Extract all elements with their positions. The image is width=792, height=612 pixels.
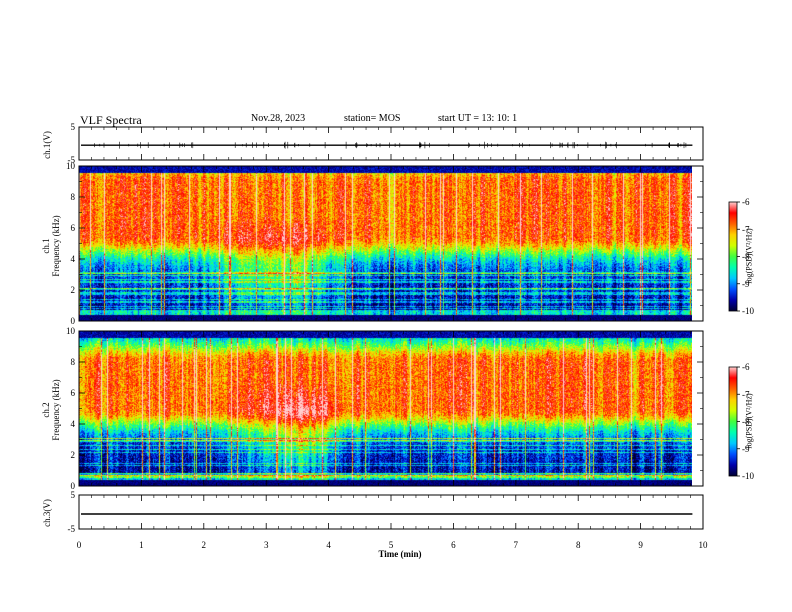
ch1-waveform-ylabel: ch.1(V) xyxy=(42,131,52,159)
x-tick-label: 6 xyxy=(451,540,456,550)
x-tick-label: 4 xyxy=(326,540,331,550)
x-tick-label: 8 xyxy=(576,540,581,550)
ch2-spectrogram-colorbar xyxy=(728,366,738,477)
ch2-spectrogram-colorbar-tick-label: -8 xyxy=(742,417,750,427)
station-label: station= MOS xyxy=(344,113,401,124)
ch1-colorbar-label: log(PSD)(V²/Hz) xyxy=(744,228,754,284)
ch2-spectrogram-image xyxy=(79,331,692,486)
ch1-spectrogram-ytick-label: 10 xyxy=(66,161,76,171)
ch2-spectrogram-ytick-label: 4 xyxy=(71,419,76,429)
ch1-spectrogram-ytick-label: 6 xyxy=(71,223,76,233)
ch2-spectrogram-ytick-label: 8 xyxy=(71,357,76,367)
ch1-spectrogram-image xyxy=(79,166,692,321)
x-tick-label: 2 xyxy=(202,540,207,550)
ch2-spectrogram-ylabel: ch.2 Frequency (kHz) xyxy=(41,379,61,440)
ch1-spectrogram-ytick-label: 0 xyxy=(71,316,76,326)
ch1-spectrogram-colorbar-tick-label: -9 xyxy=(742,279,750,289)
ch1-spectrogram-ylabel: ch.1 Frequency (kHz) xyxy=(41,215,61,276)
ch1-spectrogram-colorbar-tick-label: -7 xyxy=(742,224,750,234)
x-tick-label: 7 xyxy=(514,540,519,550)
figure-title: VLF Spectra xyxy=(80,113,142,127)
ch2-spectrogram-ytick-label: 0 xyxy=(71,481,76,491)
figure-date: Nov.28, 2023 xyxy=(251,113,306,124)
ch2-spectrogram-ytick-label: 2 xyxy=(71,450,76,460)
x-tick-label: 1 xyxy=(139,540,144,550)
ch2-spectrogram-ytick-label: 6 xyxy=(71,388,76,398)
ch2-spectrogram-colorbar-tick-label: -10 xyxy=(742,471,754,481)
ch1-channel-label: ch.1 xyxy=(41,238,51,254)
x-tick-label: 5 xyxy=(389,540,394,550)
x-tick-label: 10 xyxy=(699,540,709,550)
ch3-waveform-ytick-label: -5 xyxy=(68,524,76,534)
ch2-spectrogram-ytick-label: 10 xyxy=(66,326,76,336)
ch2-spectrogram-colorbar-tick-label: -6 xyxy=(742,362,750,372)
ch2-colorbar-label: log(PSD)(V²/Hz) xyxy=(744,393,754,449)
ch1-spectrogram-colorbar-tick-label: -8 xyxy=(742,252,750,262)
ch2-spectrogram-colorbar-tick-label: -9 xyxy=(742,444,750,454)
start-time-label: start UT = 13: 10: 1 xyxy=(438,113,518,124)
ch3-waveform-ylabel: ch.3(V) xyxy=(42,499,52,527)
ch1-spectrogram-ytick-label: 8 xyxy=(71,192,76,202)
ch2-frequency-label: Frequency (kHz) xyxy=(51,379,61,441)
ch1-spectrogram-ytick-label: 4 xyxy=(71,254,76,264)
x-tick-label: 9 xyxy=(638,540,643,550)
x-tick-label: 0 xyxy=(77,540,82,550)
ch1-waveform-ytick-label: 5 xyxy=(71,122,76,132)
ch1-spectrogram-colorbar-tick-label: -10 xyxy=(742,306,754,316)
ch2-channel-label: ch.2 xyxy=(41,402,51,418)
ch3-waveform-ytick-label: 5 xyxy=(71,490,76,500)
ch1-spectrogram-ytick-label: 2 xyxy=(71,285,76,295)
ch1-frequency-label: Frequency (kHz) xyxy=(51,215,61,277)
ch1-spectrogram-colorbar xyxy=(728,201,738,312)
ch1-waveform-ytick-label: -5 xyxy=(68,155,76,165)
ch1-waveform-spikes xyxy=(94,141,687,149)
x-tick-label: 3 xyxy=(264,540,269,550)
ch1-spectrogram-colorbar-tick-label: -6 xyxy=(742,197,750,207)
x-axis-label: Time (min) xyxy=(378,549,422,559)
ch2-spectrogram-colorbar-tick-label: -7 xyxy=(742,389,750,399)
